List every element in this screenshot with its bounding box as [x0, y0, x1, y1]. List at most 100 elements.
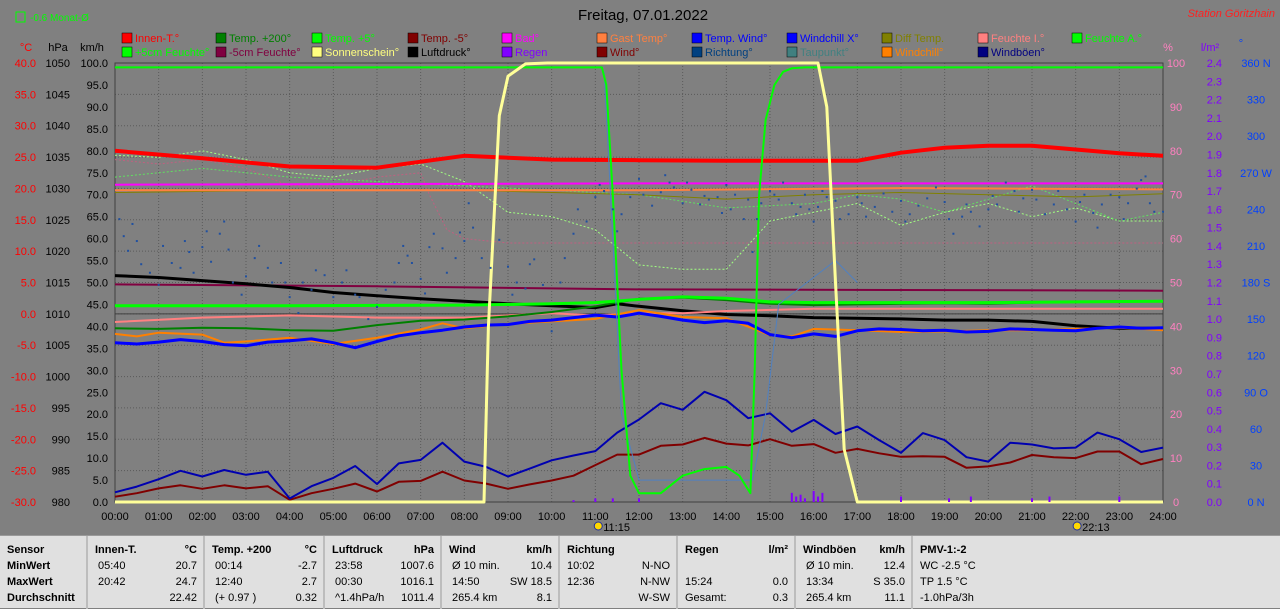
- direction-point: [472, 226, 475, 229]
- rain-axis-tick-label: 0.0: [1207, 497, 1222, 509]
- direction-point: [489, 266, 492, 269]
- stats-column-temp200: Temp. +200 °C 00:14 -2.7 12:40 2.7 (+ 0.97 ) 0.…: [205, 536, 325, 609]
- direction-point: [716, 196, 719, 199]
- rain-axis-tick-label: 1.7: [1207, 186, 1222, 198]
- stats-row: 14:50 SW 18.5: [442, 574, 558, 590]
- direction-point: [664, 174, 667, 177]
- stats-cell-value: 0.0: [772, 576, 788, 588]
- legend-swatch: [121, 32, 133, 44]
- direction-point: [969, 210, 972, 213]
- series-temp-5: [115, 295, 1164, 308]
- direction-point: [227, 248, 230, 251]
- stats-cell-label: 20:42: [98, 576, 126, 588]
- direction-point: [729, 208, 732, 211]
- stats-row: TP 1.5 °C: [913, 574, 1280, 590]
- x-tick-label: 00:00: [101, 511, 129, 523]
- rain-bar: [821, 492, 824, 502]
- direction-point: [424, 292, 427, 295]
- stats-cell-value: 0.32: [295, 592, 317, 604]
- direction-point: [760, 202, 763, 205]
- stats-header-row: Richtung: [560, 542, 676, 558]
- direction-point: [917, 204, 920, 207]
- direction-point: [585, 220, 588, 223]
- direction-point: [777, 198, 780, 201]
- direction-point: [345, 269, 348, 272]
- direction-point: [961, 215, 964, 218]
- direction-point: [297, 311, 300, 314]
- speed-axis-tick-label: 55.0: [87, 256, 108, 268]
- stats-column-title: Temp. +200: [212, 544, 272, 556]
- direction-point: [223, 220, 226, 223]
- direction-axis-tick-label: 240: [1247, 204, 1265, 216]
- direction-point: [140, 263, 143, 266]
- direction-point: [1074, 220, 1077, 223]
- legend-label: Diff Temp.: [895, 33, 944, 45]
- stats-header-row: PMV-1:-2: [913, 542, 1280, 558]
- direction-point: [668, 181, 671, 184]
- direction-point: [284, 281, 287, 284]
- rain-bar: [790, 492, 793, 502]
- stats-row: 265.4 km 11.1: [796, 590, 911, 606]
- stats-column-title: PMV-1:-2: [920, 544, 967, 556]
- rain-axis-tick-label: 1.2: [1207, 278, 1222, 290]
- direction-point: [458, 231, 461, 234]
- rain-axis-tick-label: 1.5: [1207, 223, 1222, 235]
- direction-point: [498, 238, 501, 241]
- series-gast-temp: [115, 187, 1164, 192]
- stats-cell-value: 1007.6: [400, 560, 434, 572]
- temp-axis-tick-label: 15.0: [15, 215, 36, 227]
- direction-point: [991, 194, 994, 197]
- stats-cell-label: 05:40: [98, 560, 126, 572]
- temp-axis-tick-label: 25.0: [15, 152, 36, 164]
- stats-column-sensor: Sensor MinWert MaxWert Durchschnitt: [0, 536, 88, 609]
- rain-bar: [803, 498, 806, 502]
- legend-label: Gast Temp°: [610, 33, 667, 45]
- direction-point: [428, 246, 431, 249]
- x-tick-label: 04:00: [276, 511, 304, 523]
- stats-cell-value: SW 18.5: [509, 576, 552, 588]
- stats-column-title: Innen-T.: [95, 544, 137, 556]
- direction-point: [402, 244, 405, 247]
- legend-label: Windchill°: [895, 47, 943, 59]
- stats-column-unit: °C: [304, 544, 317, 556]
- direction-point: [258, 244, 261, 247]
- speed-axis-tick-label: 30.0: [87, 365, 108, 377]
- humidity-axis-tick-label: 60: [1170, 234, 1182, 246]
- speed-axis-tick-label: 0.0: [93, 497, 108, 509]
- direction-point: [179, 266, 182, 269]
- series-innen-t: [114, 143, 1164, 170]
- speed-axis-tick-label: 25.0: [87, 387, 108, 399]
- direction-point: [690, 188, 693, 191]
- pressure-axis-tick-label: 1015: [46, 278, 70, 290]
- rain-bar: [572, 500, 575, 502]
- direction-point: [441, 247, 444, 250]
- direction-point: [642, 193, 645, 196]
- x-tick-label: 09:00: [494, 511, 522, 523]
- stats-cell-value: 22.42: [169, 592, 197, 604]
- direction-point: [659, 191, 662, 194]
- stats-row: 12:40 2.7: [205, 574, 323, 590]
- direction-point: [1096, 226, 1099, 229]
- legend-label: Bad°: [515, 33, 539, 45]
- stats-row: 23:58 1007.6: [325, 558, 440, 574]
- stats-cell-label: 265.4 km: [806, 592, 852, 604]
- direction-point: [1140, 179, 1143, 182]
- direction-point: [1100, 203, 1103, 206]
- direction-point: [533, 258, 536, 261]
- direction-point: [908, 213, 911, 216]
- stats-row: [678, 558, 794, 574]
- direction-axis-tick-label: 120: [1247, 351, 1265, 363]
- rain-axis-tick-label: 2.4: [1207, 58, 1222, 70]
- direction-point: [406, 254, 409, 257]
- direction-point: [1052, 203, 1055, 206]
- direction-point: [594, 196, 597, 199]
- legend-swatch: [311, 32, 323, 44]
- direction-point: [310, 288, 313, 291]
- direction-point: [279, 261, 282, 264]
- series-dir-blue-thin: [603, 71, 858, 481]
- pressure-axis-tick-label: 995: [52, 403, 70, 415]
- weather-chart: Freitag, 07.01.2022 Station Göritzhain -…: [10, 7, 1275, 534]
- direction-point: [799, 205, 802, 208]
- stats-cell-value: -2.7: [298, 560, 317, 572]
- x-tick-label: 19:00: [931, 511, 959, 523]
